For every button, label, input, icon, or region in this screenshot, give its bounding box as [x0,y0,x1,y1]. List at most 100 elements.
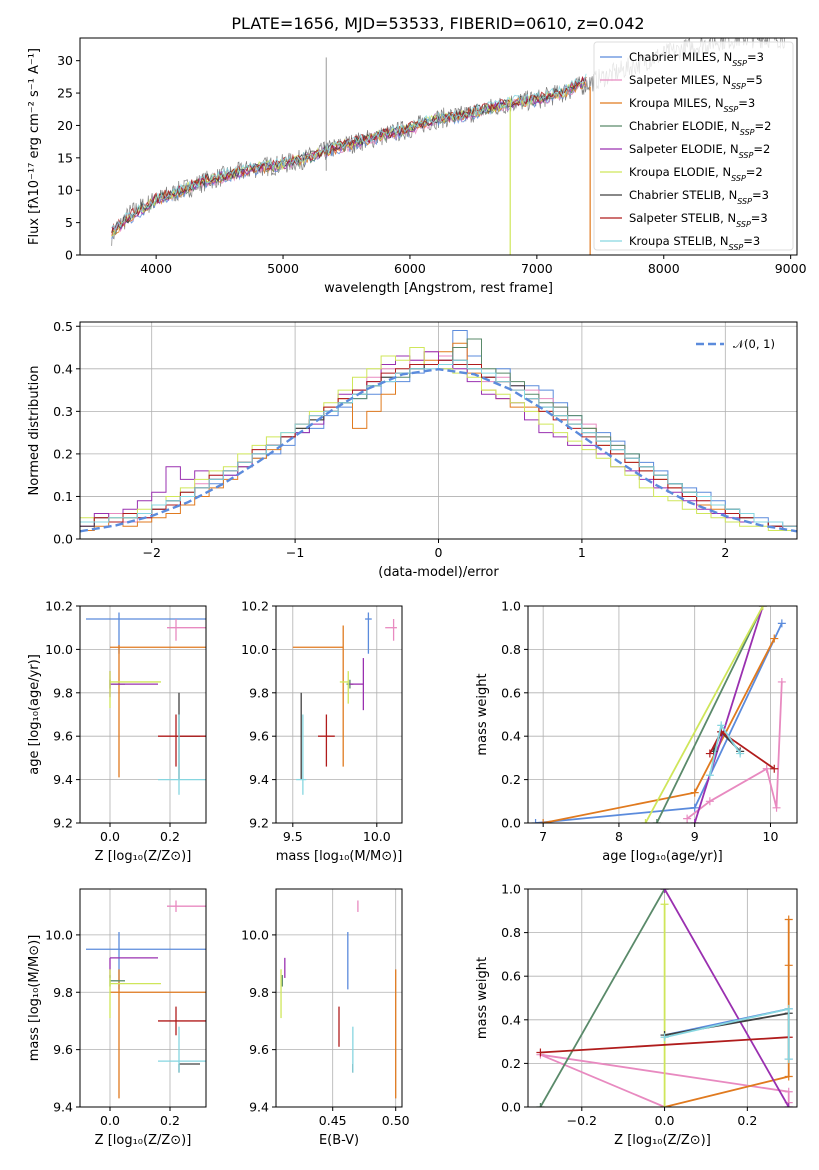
point-marker [784,1004,793,1013]
x-tick-label: 0.0 [100,1113,120,1128]
axes-mass-vs-EBV: 0.45 0.50 9.4 9.6 9.8 10.0 E(B-V) [241,888,410,1148]
series-line [540,1036,789,1054]
x-tick-label: 9 [691,829,699,844]
point-marker [690,819,699,823]
x-tick-label: 9.5 [283,829,303,844]
legend-entry: Kroupa STELIB, NSSP=3 [629,234,760,252]
y-tick-label: 5 [65,215,73,230]
errorbar-point [109,671,161,708]
y-tick-label: 9.4 [53,772,73,787]
axes-frame [79,321,798,540]
errorbar-point [178,1063,200,1073]
x-tick-label: 9000 [775,261,807,276]
series-line [655,606,764,823]
axes-mass-weight-vs-Z: −0.2 0.0 0.2 0.0 0.2 0.4 0.6 0.8 1.0 Z [log₁₀(Z/Z… [475,882,798,1148]
axes-frame [527,605,798,824]
x-tick-label: 0.2 [160,829,180,844]
y-tick-label: 10.2 [45,599,73,614]
x-tick-label: 6000 [394,261,426,276]
x-tick-label: 10.0 [363,829,391,844]
y-tick-label: 0.8 [501,925,521,940]
x-axis-label: wavelength [Angstrom, rest frame] [324,281,553,296]
y-tick-label: 0.3 [53,404,73,419]
point-marker [770,634,779,643]
y-tick-label: 9.8 [249,985,269,1000]
x-tick-label: 2 [721,545,729,560]
plot-area-residuals [80,330,797,533]
histogram-kroupa-stelib [80,359,797,527]
y-tick-label: 0.6 [501,969,521,984]
y-tick-label: 9.4 [53,1100,73,1115]
point-marker [784,1103,793,1107]
series-line [663,889,790,1107]
x-tick-label: 0.45 [319,1113,347,1128]
series-line [535,623,783,823]
axes-frame [79,605,207,824]
y-tick-label: 1.0 [501,599,521,614]
errorbar-point [158,1026,206,1073]
legend-entry: 𝒩(0, 1) [733,337,775,351]
y-tick-label: 0.8 [501,642,521,657]
errorbar-point [110,969,206,1099]
x-tick-label: 5000 [267,261,299,276]
x-axis-label: Z [log₁₀(Z/Z⊙)] [95,1133,192,1148]
legend-entry: Salpeter STELIB, NSSP=3 [629,211,768,229]
x-tick-label: −2 [142,545,160,560]
errorbar-point [292,625,344,767]
y-tick-label: 0.0 [501,1100,521,1115]
y-tick-label: 9.8 [249,685,269,700]
y-tick-label: 0.4 [501,1012,521,1027]
errorbar-point [109,975,125,987]
axes-age-vs-Z: 0.0 0.2 9.2 9.4 9.6 9.8 10.0 10.2 Z [log₁₀(Z/Z⊙)… [27,599,207,864]
x-tick-label: 0.0 [655,1113,675,1128]
x-tick-label: 0.2 [160,1113,180,1128]
point-marker [536,1103,545,1107]
point-marker [660,1033,669,1042]
y-tick-label: 0.2 [53,446,73,461]
point-marker [777,677,786,686]
point-marker [784,1087,793,1096]
x-axis-label: Z [log₁₀(Z/Z⊙)] [95,849,192,864]
x-tick-label: 8000 [648,261,680,276]
errorbar-point [109,671,158,698]
y-tick-label: 10.0 [45,927,73,942]
errorbar-point [385,619,397,641]
y-tick-label: 0.4 [53,361,73,376]
x-axis-label: age [log₁₀(age/yr)] [602,849,723,864]
x-axis-label: E(B-V) [319,1133,359,1148]
x-axis-label: (data-model)/error [378,565,499,580]
point-marker [770,764,779,773]
x-tick-label: 7000 [521,261,553,276]
x-tick-label: 0 [435,545,443,560]
errorbar-point [167,619,206,641]
legend-entry: Kroupa ELODIE, NSSP=2 [629,165,763,183]
plots-container: 4000 5000 6000 7000 8000 9000051015202530wave… [27,37,807,1148]
errorbar-point [158,714,206,767]
y-axis-label: mass weight [475,957,490,1039]
x-tick-label: 8 [615,829,623,844]
plot-area-mass-vs-EBV [280,900,397,1099]
legend-frame [593,41,794,251]
series-line [693,606,764,823]
point-marker [705,771,714,780]
series-line [664,1012,789,1036]
point-marker [531,819,540,823]
y-axis-label: mass [log₁₀(M/M⊙)] [27,935,42,1062]
errorbar-point [296,714,307,795]
legend-entry: Chabrier ELODIE, NSSP=2 [629,119,771,137]
x-tick-label: 0.2 [737,1113,757,1128]
y-tick-label: 0.2 [501,772,521,787]
point-marker [683,814,692,823]
point-marker [784,1055,793,1064]
plot-area-mass-weight-vs-Z [536,889,793,1107]
point-marker [717,721,726,730]
x-tick-label: 4000 [140,261,172,276]
x-tick-label: −1 [286,545,304,560]
series-line [539,889,666,1107]
x-tick-label: 1 [578,545,586,560]
errorbar-point [365,612,372,654]
y-tick-label: 25 [57,86,73,101]
legend-entry: Salpeter MILES, NSSP=5 [629,73,763,91]
y-tick-label: 0.1 [53,489,73,504]
y-tick-label: 10.0 [45,642,73,657]
